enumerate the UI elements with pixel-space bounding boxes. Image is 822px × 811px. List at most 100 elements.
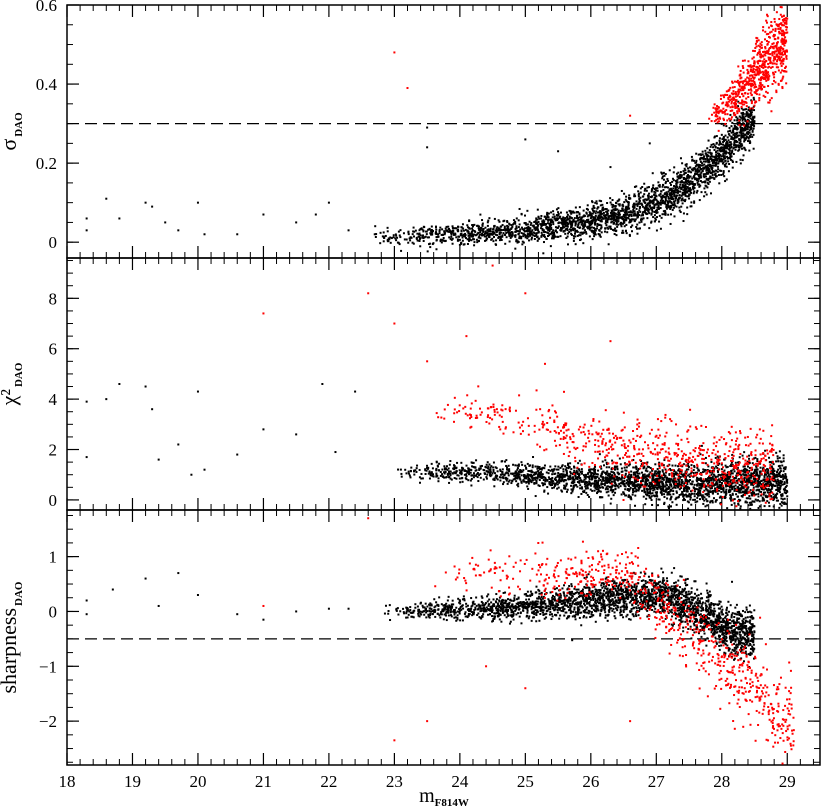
scatter-point bbox=[669, 213, 672, 216]
scatter-point bbox=[518, 207, 521, 210]
scatter-point bbox=[752, 79, 755, 82]
scatter-point bbox=[786, 480, 789, 483]
scatter-point bbox=[636, 214, 639, 217]
scatter-point bbox=[399, 468, 402, 471]
scatter-point bbox=[590, 476, 593, 479]
scatter-point bbox=[583, 489, 586, 492]
scatter-point bbox=[522, 232, 525, 235]
scatter-point bbox=[718, 489, 721, 492]
scatter-point bbox=[514, 470, 517, 473]
scatter-point bbox=[445, 465, 448, 468]
scatter-point bbox=[657, 202, 660, 205]
scatter-point bbox=[560, 228, 563, 231]
scatter-point bbox=[85, 229, 88, 232]
scatter-point bbox=[744, 125, 747, 128]
scatter-point bbox=[607, 472, 610, 475]
scatter-point bbox=[763, 38, 766, 41]
scatter-point bbox=[418, 239, 421, 242]
scatter-point bbox=[571, 477, 574, 480]
scatter-point bbox=[746, 120, 749, 123]
scatter-point bbox=[734, 481, 737, 484]
scatter-point bbox=[657, 204, 660, 207]
scatter-point bbox=[460, 466, 463, 469]
scatter-point bbox=[422, 229, 425, 232]
scatter-point bbox=[683, 184, 686, 187]
scatter-point bbox=[628, 234, 631, 237]
scatter-point bbox=[746, 112, 749, 115]
scatter-point bbox=[628, 207, 631, 210]
scatter-point bbox=[703, 499, 706, 502]
scatter-point bbox=[784, 486, 787, 489]
scatter-point bbox=[604, 471, 607, 474]
scatter-point bbox=[744, 101, 747, 104]
scatter-point bbox=[603, 230, 606, 233]
scatter-point bbox=[650, 207, 653, 210]
scatter-point bbox=[747, 96, 750, 99]
scatter-point bbox=[713, 103, 716, 106]
scatter-point bbox=[736, 119, 739, 122]
scatter-point bbox=[594, 201, 597, 204]
scatter-point bbox=[759, 45, 762, 48]
scatter-point bbox=[779, 13, 782, 16]
scatter-point bbox=[399, 236, 402, 239]
scatter-point bbox=[707, 490, 710, 493]
scatter-point bbox=[607, 243, 610, 246]
scatter-point bbox=[740, 134, 743, 137]
scatter-point bbox=[484, 465, 487, 468]
scatter-point bbox=[700, 157, 703, 160]
scatter-point bbox=[203, 468, 206, 471]
scatter-point bbox=[563, 226, 566, 229]
scatter-point bbox=[654, 491, 657, 494]
scatter-point bbox=[600, 467, 603, 470]
scatter-point bbox=[782, 62, 785, 65]
scatter-point bbox=[435, 228, 438, 231]
scatter-point bbox=[778, 46, 781, 49]
scatter-point bbox=[738, 139, 741, 142]
scatter-point bbox=[703, 166, 706, 169]
scatter-point bbox=[661, 202, 664, 205]
scatter-point bbox=[675, 195, 678, 198]
scatter-point bbox=[591, 207, 594, 210]
scatter-point bbox=[723, 149, 726, 152]
scatter-point bbox=[765, 480, 768, 483]
scatter-point bbox=[747, 71, 750, 74]
scatter-point bbox=[714, 490, 717, 493]
scatter-point bbox=[534, 495, 537, 498]
scatter-point bbox=[733, 144, 736, 147]
scatter-point bbox=[725, 488, 728, 491]
scatter-point bbox=[770, 21, 773, 24]
scatter-point bbox=[621, 231, 624, 234]
scatter-point bbox=[716, 155, 719, 158]
scatter-point bbox=[719, 486, 722, 489]
scatter-point bbox=[713, 170, 716, 173]
scatter-point bbox=[653, 196, 656, 199]
scatter-point bbox=[532, 225, 535, 228]
scatter-point bbox=[591, 475, 594, 478]
scatter-point bbox=[430, 229, 433, 232]
scatter-point bbox=[536, 476, 539, 479]
scatter-point bbox=[645, 199, 648, 202]
scatter-point bbox=[648, 473, 651, 476]
scatter-point bbox=[771, 52, 774, 55]
scatter-point bbox=[656, 189, 659, 192]
scatter-point bbox=[554, 218, 557, 221]
scatter-point bbox=[635, 185, 638, 188]
scatter-point bbox=[489, 233, 492, 236]
scatter-point bbox=[751, 130, 754, 133]
scatter-point bbox=[554, 230, 557, 233]
scatter-point bbox=[724, 165, 727, 168]
scatter-point bbox=[488, 230, 491, 233]
scatter-point bbox=[501, 224, 504, 227]
scatter-point bbox=[570, 226, 573, 229]
scatter-point bbox=[640, 217, 643, 220]
scatter-point bbox=[692, 186, 695, 189]
scatter-point bbox=[528, 227, 531, 230]
scatter-point bbox=[677, 177, 680, 180]
scatter-point bbox=[673, 477, 676, 480]
scatter-point bbox=[577, 462, 580, 465]
scatter-point bbox=[697, 173, 700, 176]
scatter-point bbox=[473, 244, 476, 247]
scatter-point bbox=[768, 485, 771, 488]
scatter-point bbox=[455, 227, 458, 230]
scatter-point bbox=[717, 478, 720, 481]
